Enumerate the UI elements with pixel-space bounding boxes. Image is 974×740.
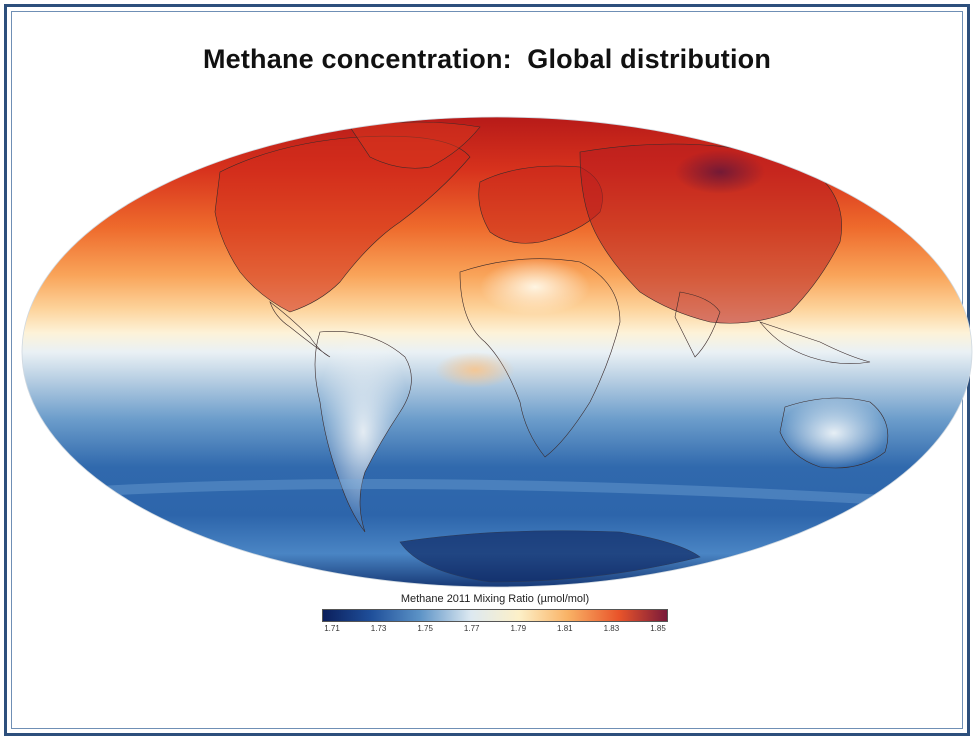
- maritime-southeast-asia: [759, 321, 871, 364]
- colorbar: [322, 609, 668, 622]
- greenland: [349, 121, 481, 169]
- colorbar-tick-label: 1.81: [557, 624, 573, 633]
- page-title: Methane concentration: Global distributi…: [202, 44, 772, 74]
- australia: [779, 397, 889, 469]
- europe: [478, 165, 603, 244]
- india: [674, 291, 721, 358]
- colorbar-tick-label: 1.77: [463, 624, 480, 633]
- colorbar-tick-label: 1.85: [650, 624, 666, 633]
- colorbar-tick-label: 1.79: [510, 624, 527, 633]
- legend-title: Methane 2011 Mixing Ratio (µmol/mol): [400, 593, 590, 605]
- antarctica: [399, 530, 701, 583]
- colorbar-tick-label: 1.83: [603, 624, 620, 633]
- colorbar-tick-label: 1.75: [417, 624, 433, 633]
- colorbar-ticks: 1.71 1.73 1.75 1.77 1.79 1.81 1.83 1.85: [322, 624, 668, 638]
- colorbar-tick-label: 1.73: [370, 624, 387, 633]
- africa: [459, 258, 621, 458]
- world-methane-map: [21, 116, 973, 588]
- south-america: [314, 331, 412, 533]
- colorbar-tick-label: 1.71: [324, 624, 340, 633]
